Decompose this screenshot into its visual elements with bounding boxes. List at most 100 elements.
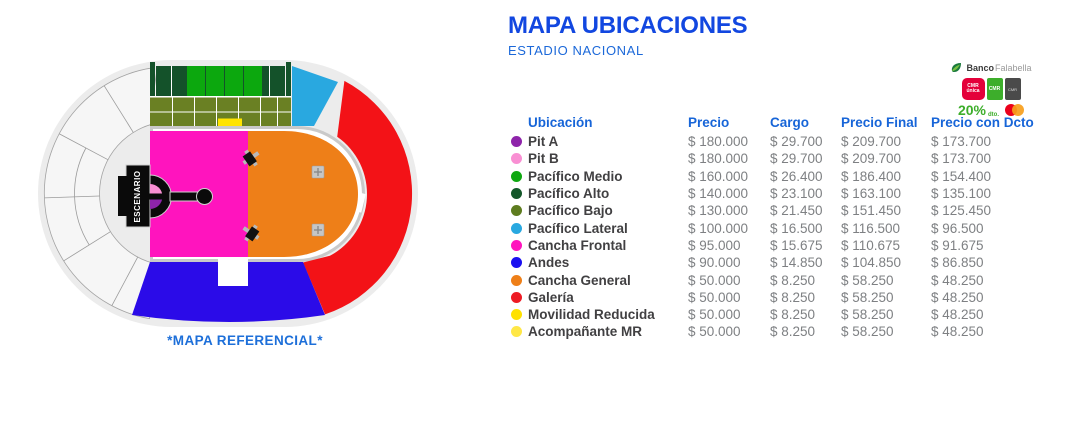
cell-ubicacion: Cancha General	[505, 273, 688, 288]
table-row: Cancha Frontal $ 95.000 $ 15.675 $ 110.675 $…	[505, 237, 1061, 254]
discount-row: 20% dto.	[938, 102, 1044, 118]
map-section-pacifico-alto	[150, 62, 155, 126]
price-table: Ubicación Precio Cargo Precio Final Prec…	[505, 112, 1061, 341]
section-color-dot	[511, 188, 522, 200]
cell-ubicacion: Pacífico Bajo	[505, 203, 688, 218]
cell-precio-con-dcto: $ 48.250	[931, 272, 984, 288]
cell-precio-final: $ 163.100	[841, 186, 902, 202]
section-color-dot	[511, 309, 522, 321]
section-color-dot	[511, 326, 522, 338]
section-label: Pacífico Bajo	[528, 203, 613, 219]
section-color-dot	[511, 257, 522, 269]
table-row: Acompañante MR $ 50.000 $ 8.250 $ 58.250 $ 4…	[505, 323, 1061, 340]
cell-precio: $ 160.000	[688, 168, 749, 184]
section-color-dot	[511, 291, 522, 303]
cell-precio: $ 140.000	[688, 186, 749, 202]
header-ubicacion: Ubicación	[528, 115, 593, 130]
cmr-green-card-icon: CMR	[986, 78, 1003, 100]
cell-precio-final: $ 58.250	[841, 272, 894, 288]
cell-precio-final: $ 58.250	[841, 324, 894, 340]
cell-ubicacion: Pacífico Medio	[505, 169, 688, 184]
cell-precio: $ 130.000	[688, 203, 749, 219]
map-section-movilidad-reducida	[218, 118, 242, 126]
table-row: Pacífico Alto $ 140.000 $ 23.100 $ 163.100 $…	[505, 185, 1061, 202]
cell-precio-final: $ 104.850	[841, 255, 902, 271]
cell-precio-final: $ 116.500	[841, 220, 901, 236]
cell-ubicacion: Pacífico Lateral	[505, 221, 688, 236]
section-label: Pit B	[528, 151, 559, 167]
cell-ubicacion: Cancha Frontal	[505, 238, 688, 253]
leaf-icon	[952, 63, 962, 72]
table-row: Galería $ 50.000 $ 8.250 $ 58.250 $ 48.250	[505, 289, 1061, 306]
stage-label: ESCENARIO	[133, 170, 142, 222]
map-section-galeria	[303, 80, 413, 315]
cell-cargo: $ 16.500	[770, 220, 823, 236]
table-row: Pit B $ 180.000 $ 29.700 $ 209.700 $ 173.700	[505, 150, 1061, 167]
cell-ubicacion: Pacífico Alto	[505, 186, 688, 201]
section-label: Acompañante MR	[528, 324, 643, 340]
cell-cargo: $ 8.250	[770, 289, 816, 305]
cell-precio: $ 180.000	[688, 134, 749, 150]
discount-value: 20%	[957, 102, 987, 118]
table-row: Movilidad Reducida $ 50.000 $ 8.250 $ 58.25…	[505, 306, 1061, 323]
cell-precio-final: $ 209.700	[841, 134, 902, 150]
screen-tower-icon	[242, 224, 260, 242]
cell-precio: $ 50.000	[688, 289, 741, 305]
cell-precio-con-dcto: $ 135.100	[931, 186, 992, 202]
section-color-dot	[511, 153, 522, 165]
section-label: Pacífico Medio	[528, 168, 623, 184]
mastercard-icon	[1005, 104, 1025, 116]
screen-tower-icon	[242, 149, 260, 167]
cell-precio: $ 180.000	[688, 151, 749, 167]
cell-precio-final: $ 186.400	[841, 168, 902, 184]
cell-precio: $ 100.000	[688, 220, 749, 236]
table-row: Andes $ 90.000 $ 14.850 $ 104.850 $ 86.850	[505, 254, 1061, 271]
stadium-map-svg: ESCENARIO	[38, 60, 418, 327]
header-cargo: Cargo	[770, 115, 810, 130]
cell-ubicacion: Pit B	[505, 151, 688, 166]
section-label: Pacífico Lateral	[528, 220, 628, 236]
price-table-rows: Pit A $ 180.000 $ 29.700 $ 209.700 $ 173.700…	[505, 133, 1061, 341]
bank-cards: CMR única CMR CMR	[938, 77, 1044, 100]
cell-precio: $ 95.000	[688, 237, 741, 253]
cell-cargo: $ 15.675	[770, 237, 823, 253]
bank-logo: Banco Falabella	[938, 62, 1044, 74]
section-color-dot	[511, 239, 522, 251]
cell-precio-con-dcto: $ 48.250	[931, 289, 984, 305]
table-row: Pacífico Bajo $ 130.000 $ 21.450 $ 151.450 $…	[505, 202, 1061, 219]
discount-unit: dto.	[988, 112, 1000, 118]
map-caption: *MAPA REFERENCIAL*	[167, 333, 323, 348]
map-section-pacifico	[150, 62, 291, 126]
section-color-dot	[511, 170, 522, 182]
header: MAPA UBICACIONES ESTADIO NACIONAL	[508, 12, 1068, 58]
cell-precio-con-dcto: $ 154.400	[931, 168, 992, 184]
stadium-map: ESCENARIO	[20, 5, 470, 335]
table-row: Cancha General $ 50.000 $ 8.250 $ 58.250 $ 4…	[505, 271, 1061, 288]
cell-cargo: $ 14.850	[770, 255, 823, 271]
cell-cargo: $ 23.100	[770, 186, 823, 202]
cell-precio: $ 90.000	[688, 255, 741, 271]
cell-precio-con-dcto: $ 96.500	[931, 220, 984, 236]
section-color-dot	[511, 205, 522, 217]
map-section-left-ring	[43, 67, 162, 320]
bank-name-bold: Banco	[966, 63, 994, 73]
stage: ESCENARIO	[118, 164, 213, 228]
cell-precio: $ 50.000	[688, 324, 741, 340]
table-row: Pacífico Lateral $ 100.000 $ 16.500 $ 116.5…	[505, 219, 1061, 236]
bank-promo: Banco Falabella CMR única CMR CMR 20% dto…	[938, 62, 1044, 118]
tower-icon	[311, 165, 325, 179]
cell-precio-con-dcto: $ 91.675	[931, 237, 984, 253]
section-color-dot	[511, 222, 522, 234]
page-subtitle: ESTADIO NACIONAL	[508, 43, 644, 58]
section-color-dot	[511, 136, 522, 148]
section-label: Cancha Frontal	[528, 237, 627, 253]
cell-precio-final: $ 151.450	[841, 203, 902, 219]
table-row: Pit A $ 180.000 $ 29.700 $ 209.700 $ 173.700	[505, 133, 1061, 150]
cell-cargo: $ 8.250	[770, 324, 816, 340]
cell-precio: $ 50.000	[688, 272, 741, 288]
cell-precio-con-dcto: $ 125.450	[931, 203, 992, 219]
cmr-unica-card-icon: CMR única	[961, 78, 985, 100]
cell-ubicacion: Galería	[505, 290, 688, 305]
cell-cargo: $ 8.250	[770, 307, 816, 323]
cell-ubicacion: Pit A	[505, 134, 688, 149]
